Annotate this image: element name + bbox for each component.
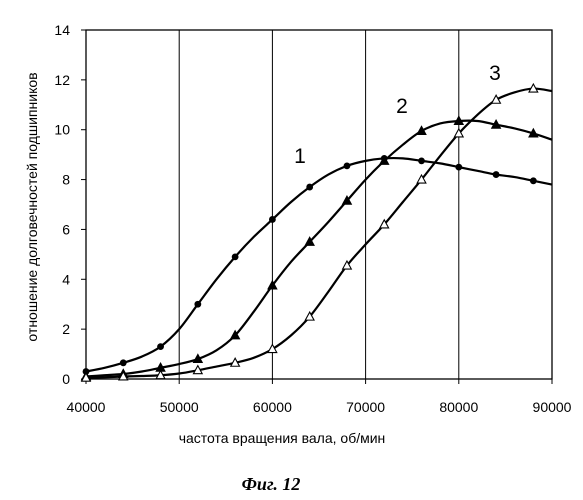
series-1-point [120,359,127,366]
y-tick-label: 0 [62,371,70,387]
series-3-point [268,344,277,352]
x-tick-label: 70000 [346,399,385,415]
series-3 [82,84,552,381]
series-1-point [418,157,425,164]
gridlines [179,30,459,379]
series-1-point [194,301,201,308]
figure-caption: Фиг. 12 [242,474,301,494]
y-tick-label: 12 [54,72,70,88]
curve-label-1: 1 [294,145,306,168]
y-tick-label: 10 [54,122,70,138]
series-2-line [86,121,552,377]
curve-labels: 1 2 3 [294,62,501,168]
y-tick-label: 4 [62,271,70,287]
series-1-point [306,184,313,191]
x-tick-label: 60000 [253,399,292,415]
series-layer [82,84,552,381]
curve-label-2: 2 [396,95,408,118]
plot-area-frame [86,30,552,379]
series-1-point [269,216,276,223]
x-tick-label: 80000 [439,399,478,415]
series-1-line [86,158,552,371]
x-axis-ticks: 40000 50000 60000 70000 80000 90000 [67,379,572,415]
y-tick-label: 14 [54,22,70,38]
series-1-point [530,177,537,184]
y-axis-title: отношение долговечностей подшипников [24,72,40,341]
x-tick-label: 40000 [67,399,106,415]
x-axis-title: частота вращения вала, об/мин [179,430,386,446]
x-tick-label: 50000 [160,399,199,415]
y-tick-label: 6 [62,221,70,237]
series-1-point [232,253,239,260]
series-2 [82,116,552,380]
curve-label-3: 3 [489,62,501,85]
series-1-point [344,162,351,169]
series-1 [83,155,552,375]
series-1-point [157,343,164,350]
x-tick-label: 90000 [533,399,572,415]
y-tick-label: 2 [62,321,70,337]
y-tick-label: 8 [62,172,70,188]
series-1-point [455,164,462,171]
series-1-point [493,171,500,178]
y-axis-ticks: 0 2 4 6 8 10 12 14 [54,22,86,387]
